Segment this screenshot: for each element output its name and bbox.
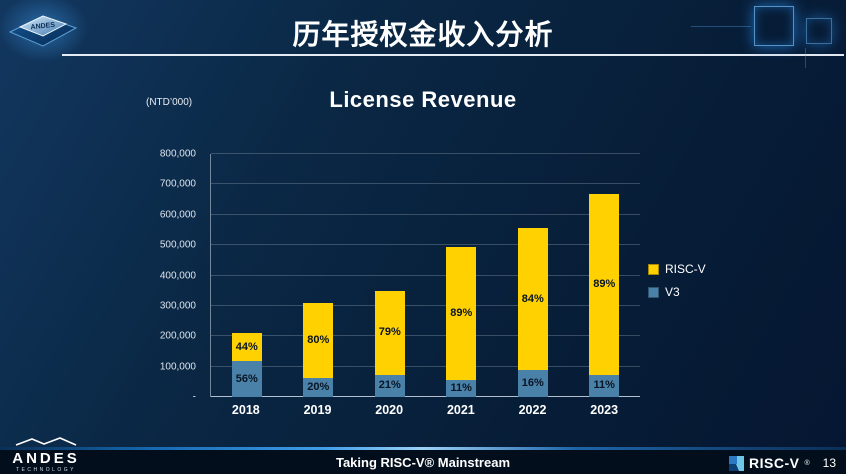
percent-label: 79%	[378, 326, 401, 339]
page-title: 历年授权金收入分析	[292, 19, 554, 50]
title-underline	[62, 54, 844, 56]
bar-segment-v3: 21%	[374, 374, 405, 397]
bar-segment-risc-v: 89%	[446, 246, 477, 381]
bar-column-2018: 56% 44%	[211, 154, 283, 397]
y-tick-label: 800,000	[159, 148, 196, 160]
riscv-footer-logo: RISC-V ® 13	[729, 455, 836, 471]
x-tick-label: 2023	[590, 403, 619, 417]
x-axis-labels: 2018 2019 2020 2021 2022 2023	[210, 403, 640, 417]
bar-segment-risc-v: 80%	[303, 302, 334, 379]
gridline	[211, 183, 640, 185]
andes-chip-logo: ANDES	[0, 0, 88, 62]
bar-segment-risc-v: 89%	[589, 193, 620, 375]
percent-label: 11%	[593, 379, 615, 392]
gridline	[211, 365, 640, 367]
chip-icon: ANDES	[8, 15, 78, 47]
bar-segment-risc-v: 79%	[374, 290, 405, 375]
bar-segment-v3: 11%	[589, 374, 620, 397]
stacked-bar: 21% 79%	[374, 154, 405, 397]
chip-logo-text: ANDES	[30, 22, 55, 32]
percent-label: 20%	[307, 381, 330, 394]
y-tick-label: 600,000	[159, 209, 196, 221]
percent-label: 16%	[521, 376, 544, 389]
legend-item-v3: V3	[648, 285, 706, 299]
percent-label: 21%	[378, 379, 401, 392]
plot-area: 56% 44% 20% 80% 21% 79% 11% 89% 16% 84% 11% 89%	[210, 153, 640, 397]
footer-bar: Taking RISC-V® Mainstream	[0, 450, 846, 474]
y-tick-label: 400,000	[159, 270, 196, 281]
stacked-bar: 16% 84%	[517, 154, 548, 397]
bar-segment-risc-v: 84%	[517, 228, 548, 370]
footer-tagline: Taking RISC-V® Mainstream	[335, 455, 511, 470]
percent-label: 56%	[235, 372, 258, 385]
legend-item-risc-v: RISC-V	[648, 262, 706, 276]
gridline	[211, 153, 640, 154]
y-axis-labels: - 100,000 200,000 300,000 400,000 500,000 600,…	[140, 149, 202, 403]
legend-swatch	[648, 263, 659, 275]
bar-column-2022: 16% 84%	[497, 154, 569, 397]
x-tick-label: 2021	[446, 403, 475, 417]
gridline	[211, 396, 640, 397]
legend-swatch	[648, 286, 659, 298]
bars: 56% 44% 20% 80% 21% 79% 11% 89% 16% 84% 11% 89%	[211, 154, 640, 397]
stacked-bar: 11% 89%	[446, 154, 477, 397]
bar-segment-v3: 20%	[303, 378, 334, 397]
andes-brand-sub: TECHNOLOGY	[15, 467, 76, 473]
y-tick-label: 300,000	[159, 300, 196, 312]
footer-accent-line	[0, 447, 846, 450]
legend-label: V3	[665, 285, 680, 299]
y-tick-label: 200,000	[159, 330, 196, 342]
axis-unit-label: (NTD’000)	[146, 97, 193, 108]
stacked-bar: 56% 44%	[231, 154, 262, 397]
andes-brand-name: ANDES	[12, 450, 80, 467]
y-tick-label: 100,000	[159, 361, 196, 373]
x-tick-label: 2018	[231, 403, 260, 417]
gridline	[211, 213, 640, 215]
percent-label: 44%	[235, 340, 258, 353]
x-tick-label: 2022	[518, 403, 547, 417]
y-tick-label: 500,000	[159, 239, 196, 251]
percent-label: 89%	[450, 307, 473, 320]
bar-column-2019: 20% 80%	[283, 154, 355, 397]
y-tick-label: -	[192, 391, 196, 403]
y-tick-label: 700,000	[159, 178, 196, 190]
legend-label: RISC-V	[665, 262, 706, 276]
stacked-bar: 20% 80%	[303, 154, 334, 397]
page-number: 13	[822, 456, 836, 470]
percent-label: 89%	[593, 277, 616, 290]
gridline	[211, 335, 640, 337]
x-tick-label: 2020	[375, 403, 404, 417]
bar-column-2021: 11% 89%	[426, 154, 498, 397]
riscv-brand-name: RISC-V	[749, 455, 800, 471]
bar-segment-v3: 56%	[231, 361, 262, 397]
stacked-bar: 11% 89%	[589, 154, 620, 397]
gridline	[211, 304, 640, 306]
percent-label: 80%	[307, 334, 330, 346]
bar-column-2023: 11% 89%	[569, 154, 641, 397]
riscv-registered-mark: ®	[804, 459, 810, 467]
bar-segment-v3: 11%	[446, 380, 477, 397]
percent-label: 11%	[450, 382, 472, 395]
chart-title: License Revenue	[329, 87, 517, 112]
legend: RISC-V V3	[648, 262, 706, 299]
gridline	[211, 274, 640, 276]
bar-column-2020: 21% 79%	[354, 154, 426, 397]
bar-segment-v3: 16%	[517, 369, 548, 397]
x-tick-label: 2019	[303, 403, 332, 417]
gridline	[211, 244, 640, 246]
percent-label: 84%	[521, 292, 544, 305]
bar-segment-risc-v: 44%	[231, 333, 262, 362]
mountain-icon	[15, 437, 77, 446]
riscv-icon	[729, 455, 745, 471]
andes-footer-logo: ANDES TECHNOLOGY	[8, 433, 84, 473]
